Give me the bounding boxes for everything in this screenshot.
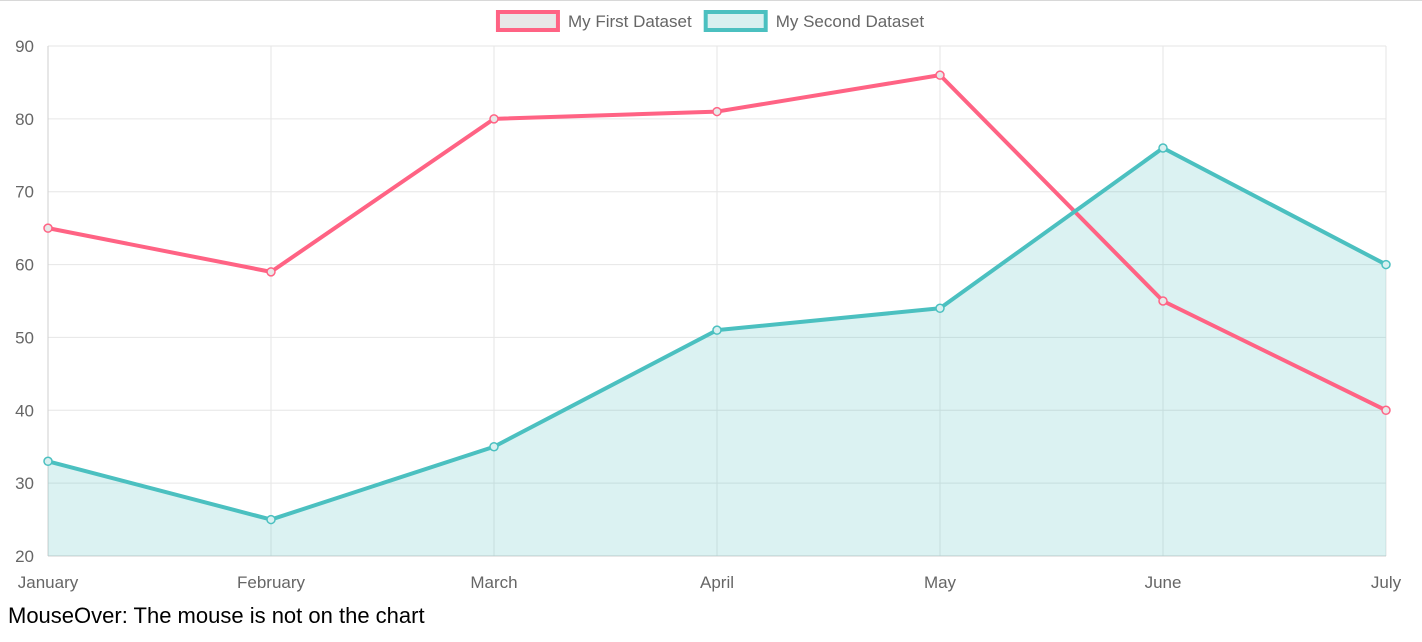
data-point-series-2[interactable] (712, 325, 722, 335)
x-tick-label: February (237, 573, 306, 592)
legend-label: My First Dataset (568, 12, 692, 31)
data-point-series-2[interactable] (1158, 143, 1168, 153)
legend-swatch[interactable] (703, 10, 768, 32)
x-tick-label: March (470, 573, 517, 592)
y-tick-label: 40 (15, 401, 34, 420)
chart-legend[interactable]: My First Dataset My Second Dataset (495, 10, 925, 32)
data-point-series-1[interactable] (935, 70, 945, 80)
y-tick-label: 90 (15, 37, 34, 56)
series-area-2 (48, 148, 1386, 556)
plot-area[interactable] (43, 70, 1391, 556)
data-point-series-2[interactable] (935, 303, 945, 314)
y-axis: 20 30 40 50 60 70 80 90 (15, 37, 34, 566)
y-tick-label: 20 (15, 547, 34, 566)
x-tick-label: January (18, 573, 79, 592)
data-point-series-1[interactable] (43, 223, 53, 233)
y-tick-label: 30 (15, 474, 34, 493)
y-tick-label: 70 (15, 183, 34, 202)
y-tick-label: 50 (15, 328, 34, 347)
mouseover-status: MouseOver: The mouse is not on the chart (8, 603, 425, 628)
legend-swatch[interactable] (495, 10, 560, 32)
x-tick-label: May (924, 573, 957, 592)
x-tick-label: June (1145, 573, 1182, 592)
y-tick-label: 60 (15, 256, 34, 275)
x-tick-label: July (1371, 573, 1402, 592)
data-point-series-2[interactable] (43, 456, 53, 467)
data-point-series-1[interactable] (712, 106, 722, 117)
line-chart[interactable]: My First Dataset My Second Dataset 20 30 40… (0, 1, 1422, 601)
data-point-series-1[interactable] (489, 114, 499, 124)
x-axis: January February March April May June July (18, 573, 1402, 592)
data-point-series-1[interactable] (1381, 405, 1391, 416)
data-point-series-1[interactable] (1158, 296, 1168, 306)
legend-label: My Second Dataset (776, 12, 925, 31)
data-point-series-1[interactable] (266, 267, 276, 277)
data-point-series-2[interactable] (489, 441, 499, 452)
data-point-series-2[interactable] (266, 514, 276, 525)
y-tick-label: 80 (15, 110, 34, 129)
data-point-series-2[interactable] (1381, 259, 1391, 270)
x-tick-label: April (700, 573, 734, 592)
